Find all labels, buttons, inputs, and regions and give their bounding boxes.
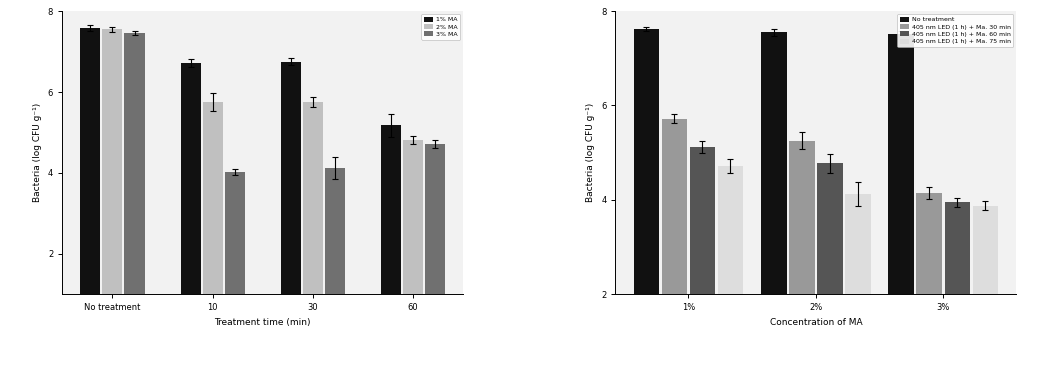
Bar	[81, 28, 101, 335]
Bar	[817, 163, 843, 368]
Bar	[402, 140, 423, 335]
X-axis label: Concentration of MA: Concentration of MA	[769, 318, 862, 327]
Bar	[945, 202, 970, 368]
Bar	[225, 172, 245, 335]
Bar	[381, 125, 401, 335]
Bar	[425, 144, 445, 335]
Bar	[103, 29, 122, 335]
Bar	[761, 32, 786, 368]
Y-axis label: Bacteria (log CFU g⁻¹): Bacteria (log CFU g⁻¹)	[33, 103, 43, 202]
Bar	[690, 147, 716, 368]
X-axis label: Treatment time (min): Treatment time (min)	[215, 318, 311, 327]
Bar	[718, 166, 744, 368]
Legend: 1% MA, 2% MA, 3% MA: 1% MA, 2% MA, 3% MA	[421, 14, 460, 39]
Bar	[202, 102, 223, 335]
Bar	[634, 29, 660, 368]
Y-axis label: Bacteria (log CFU g⁻¹): Bacteria (log CFU g⁻¹)	[587, 103, 595, 202]
Legend: No treatment, 405 nm LED (1 h) + Ma. 30 min, 405 nm LED (1 h) + Ma. 60 min, 405 : No treatment, 405 nm LED (1 h) + Ma. 30 …	[897, 14, 1013, 47]
Bar	[303, 102, 323, 335]
Bar	[917, 193, 942, 368]
Bar	[789, 141, 814, 368]
Bar	[889, 34, 914, 368]
Bar	[973, 206, 998, 368]
Bar	[845, 194, 871, 368]
Bar	[180, 63, 200, 335]
Bar	[662, 119, 688, 368]
Bar	[281, 62, 301, 335]
Bar	[124, 33, 144, 335]
Bar	[325, 168, 344, 335]
